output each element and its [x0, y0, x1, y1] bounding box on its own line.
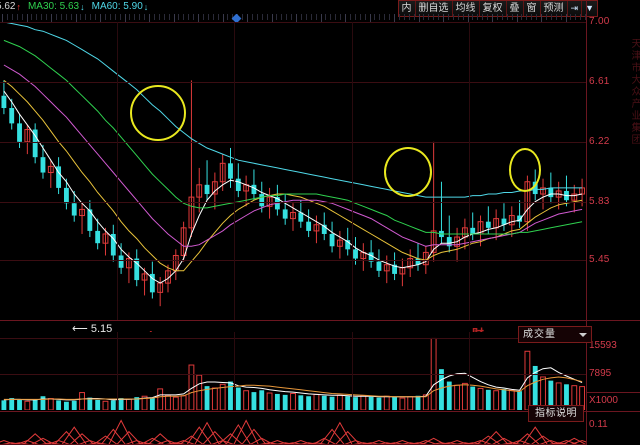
price-vgridline-1: [117, 22, 118, 320]
volume-indicator-label: 成交量: [523, 329, 556, 340]
price-axis-label-0: 7.00: [589, 16, 610, 27]
trend-arrow-down-icon: ↓: [80, 1, 85, 12]
toolbar-window-button[interactable]: 窗: [523, 1, 541, 16]
toolbar-adjusted-price-button[interactable]: 复权: [479, 1, 507, 16]
price-axis-label-4: 5.45: [589, 254, 610, 266]
volume-vgridline-4: [469, 332, 470, 410]
price-gridline-1: [0, 82, 586, 83]
toolbar-delete-watchlist-button[interactable]: 删自选: [415, 1, 453, 16]
toolbar-forecast-button[interactable]: 预测: [540, 1, 568, 16]
toolbar-dropdown-button[interactable]: ▼: [582, 1, 597, 16]
chevron-down-icon: [579, 332, 587, 337]
axis-divider-1: [587, 320, 640, 321]
volume-vgridline-3: [352, 332, 353, 410]
panel-divider-2: [0, 411, 586, 412]
volume-vgridline-2: [234, 332, 235, 410]
volume-axis-max: 15593: [589, 340, 617, 351]
chart-header: 5.62↑MA30: 5.63↓MA60: 5.90↓ 内删自选均线复权叠窗预测…: [0, 0, 640, 17]
toolbar-step-right-button[interactable]: ⇥: [567, 1, 583, 16]
oscillator-panel: [0, 416, 586, 445]
ma-legend-value-0: 5.62: [0, 1, 16, 12]
price-gridline-0: [0, 22, 586, 23]
oscillator-axis-label: 0.11: [589, 419, 608, 430]
price-gridline-4: [0, 260, 586, 261]
oscillator-chart: [0, 419, 586, 445]
volume-panel: [0, 332, 586, 410]
signal-circle-2: [384, 147, 432, 197]
ma-legend-item-0: 5.62↑: [0, 1, 21, 13]
candlestick-chart: [1, 22, 586, 307]
signal-circle-1: [130, 85, 186, 141]
price-gridlines: [0, 22, 586, 320]
price-panel: ⟵ 5.15 qL 财: [0, 22, 586, 343]
toolbar-inner-button[interactable]: 内: [398, 1, 416, 16]
axis-divider-2: [587, 392, 640, 393]
axis-divider-3: [587, 411, 640, 412]
stock-name-vertical: 天津市大众产业集团: [629, 38, 640, 146]
price-gridline-2: [0, 142, 586, 143]
toolbar-overlay-button[interactable]: 叠: [506, 1, 524, 16]
ma-legend-item-1: MA30: 5.63 ↓: [28, 1, 85, 13]
price-axis: 7.00 6.61 6.22 5.83 5.45 天津市大众产业集团 15593 789…: [586, 0, 640, 445]
price-axis-label-2: 6.22: [589, 135, 610, 147]
indicator-help-button[interactable]: 指标说明: [528, 405, 584, 422]
signal-circle-3: [509, 148, 541, 192]
ma-legend-value-1: MA30: 5.63: [27, 1, 80, 12]
trend-arrow-down-icon: ↓: [143, 1, 149, 12]
price-axis-label-3: 5.83: [589, 195, 610, 207]
volume-indicator-dropdown[interactable]: 成交量: [518, 326, 592, 343]
toolbar-moving-average-button[interactable]: 均线: [452, 1, 480, 16]
price-vgridline-4: [469, 22, 470, 320]
volume-gridline-1: [0, 374, 586, 375]
price-vgridline-3: [352, 22, 353, 320]
chart-toolbar[interactable]: 内删自选 均线 复权叠窗预测 ⇥ ▼: [397, 0, 598, 17]
volume-gridlines: [0, 332, 586, 410]
volume-axis-mid: 7895: [589, 368, 612, 379]
trend-arrow-up-icon: ↑: [16, 1, 21, 12]
panel-divider-1: [0, 320, 586, 321]
ma-legend-value-2: MA60: 5.90: [91, 1, 143, 12]
volume-gridline-0: [0, 338, 586, 339]
price-gridline-3: [0, 202, 586, 203]
ma-legend-item-2: MA60: 5.90 ↓: [92, 1, 149, 13]
price-vgridline-2: [234, 22, 235, 320]
volume-vgridline-1: [117, 332, 118, 410]
price-axis-label-1: 6.61: [589, 75, 610, 87]
time-axis-ticks: [0, 14, 586, 23]
ma-legend: 5.62↑MA30: 5.63↓MA60: 5.90↓: [0, 1, 148, 13]
volume-axis-unit: X1000: [589, 395, 618, 406]
